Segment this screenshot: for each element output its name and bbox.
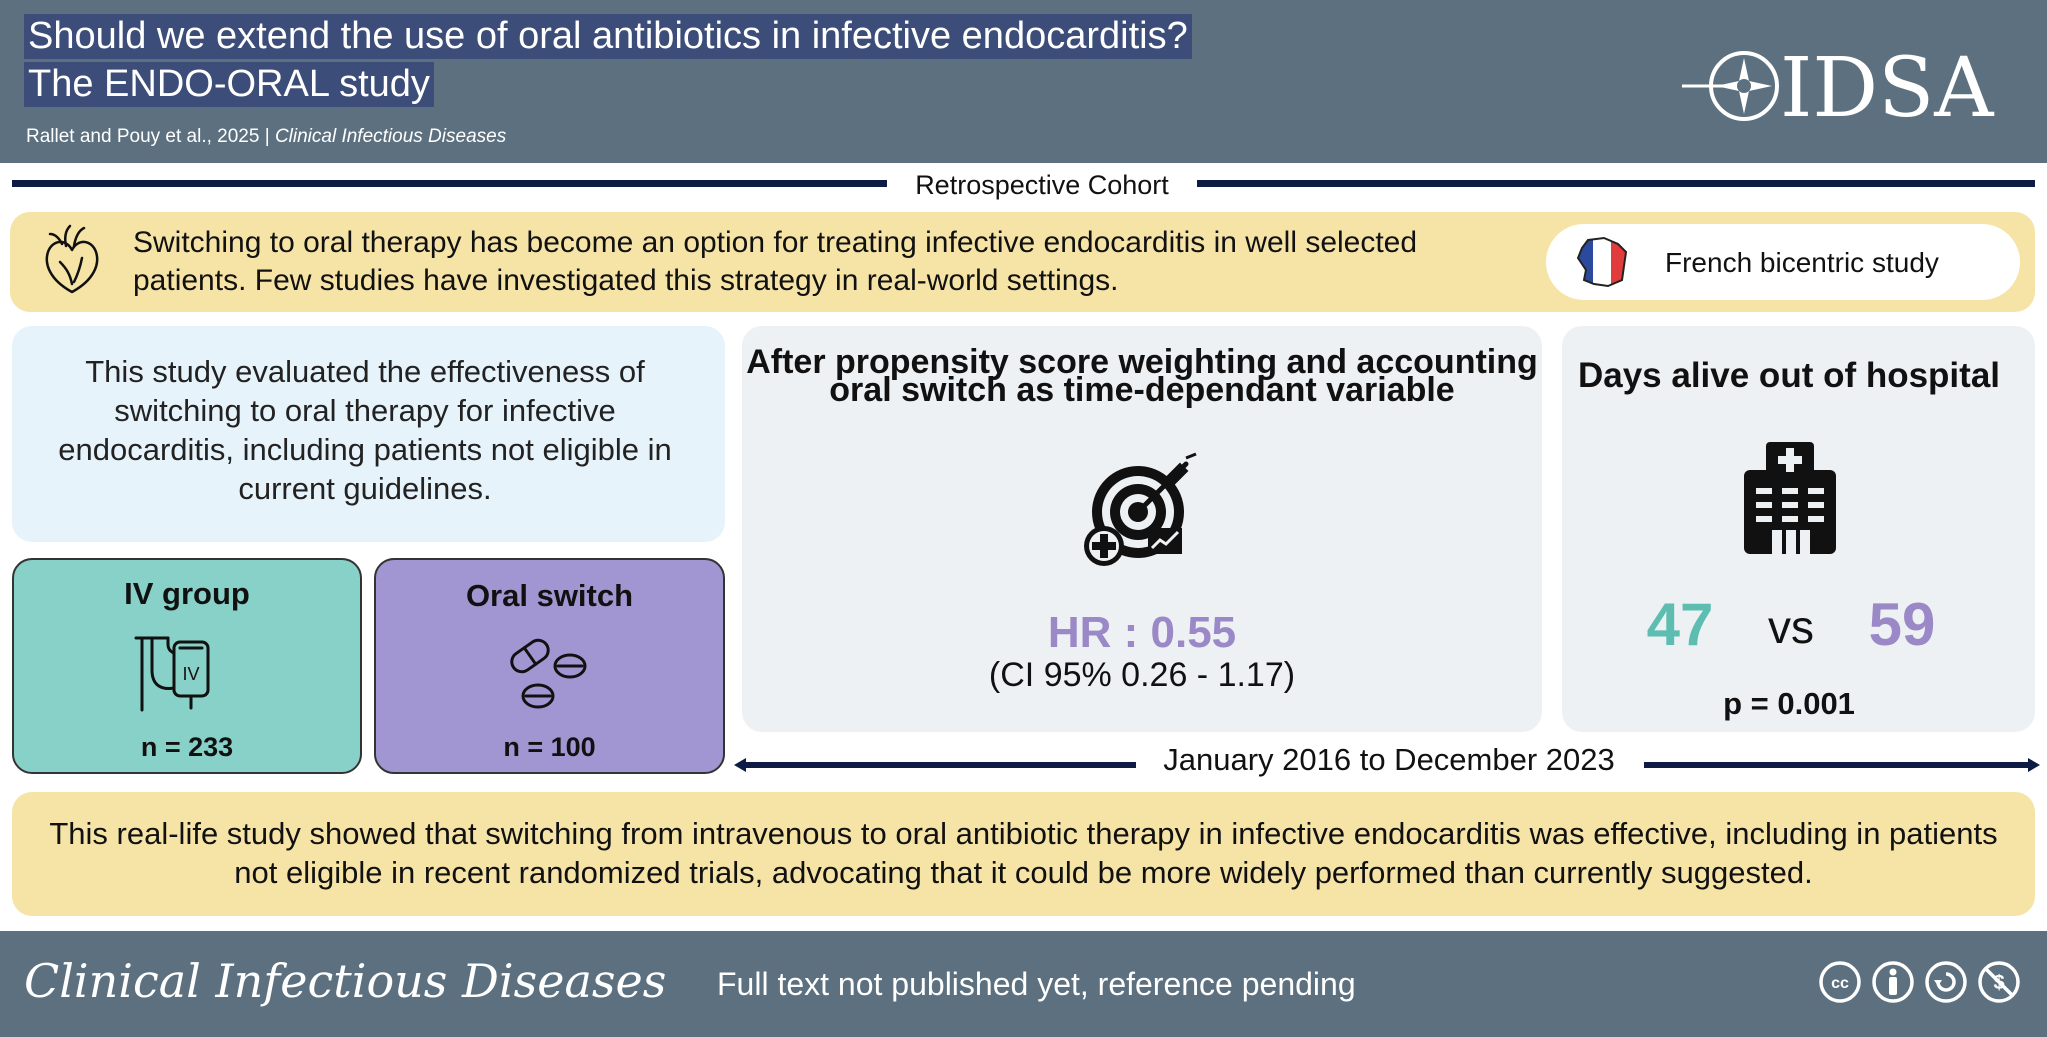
iv-bag-label: IV [182,664,199,684]
iv-group-card [12,558,362,774]
days-iv-value: 47 [1646,591,1714,658]
hospital-icon [1744,442,1836,554]
intro-text: Switching to oral therapy has become an … [133,226,1418,297]
footer-note: Full text not published yet, reference p… [717,966,1356,1002]
oral-switch-n: n = 100 [503,732,596,762]
iv-group-n: n = 233 [140,732,234,762]
citation: Rallet and Pouy et al., 2025 | Clinical … [26,126,506,148]
evaluation-text: This study evaluated the effectiveness o… [58,354,672,506]
title-line-2: The ENDO-ORAL study [24,62,434,107]
footer-banner [0,931,2047,1037]
citation-journal: Clinical Infectious Diseases [274,126,507,147]
confidence-interval: (CI 95% 0.26 - 1.17) [988,656,1296,694]
days-p-value: p = 0.001 [1723,686,1855,721]
oral-switch-card [374,558,725,774]
band-line-left [12,180,887,187]
hazard-ratio-value: HR : 0.55 [1047,608,1237,657]
band-line-right [1197,180,2035,187]
heart-icon [45,224,99,294]
conclusion-card [12,792,2035,916]
days-heading: Days alive out of hospital [1577,356,2001,395]
evaluation-card [12,326,725,542]
design-label: Retrospective Cohort [915,170,1169,200]
study-type-label: French bicentric study [1665,247,1939,278]
days-oral-value: 59 [1868,591,1936,658]
authors: Rallet and Pouy et al., 2025 [26,126,260,147]
oral-switch-title: Oral switch [465,578,634,613]
idsa-logo-text: IDSA [1780,41,1995,130]
study-period: January 2016 to December 2023 [1163,742,1615,777]
by-icon [1872,961,1914,1003]
timeline-arrow-left [734,758,2040,772]
noncommercial-icon: $ [1978,961,2020,1003]
hazard-heading: After propensity score weighting and acc… [746,343,1538,409]
sharealike-icon [1925,961,1967,1003]
days-vs-label: vs [1768,601,1814,653]
svg-text:cc: cc [1831,975,1849,992]
conclusion-text: This real-life study showed that switchi… [49,816,1998,890]
cc-icon: cc [1819,961,1861,1003]
iv-group-title: IV group [124,576,250,611]
citation-separator: | [264,126,270,147]
iv-bag-icon: IV [134,636,210,712]
title-line-1: Should we extend the use of oral antibio… [24,14,1192,59]
idsa-logo: IDSA [1682,41,1995,130]
target-syringe-icon [1084,452,1197,566]
pills-icon [510,638,587,709]
france-map-icon [1576,236,1628,288]
footer-journal-name: Clinical Infectious Diseases [24,954,667,1008]
